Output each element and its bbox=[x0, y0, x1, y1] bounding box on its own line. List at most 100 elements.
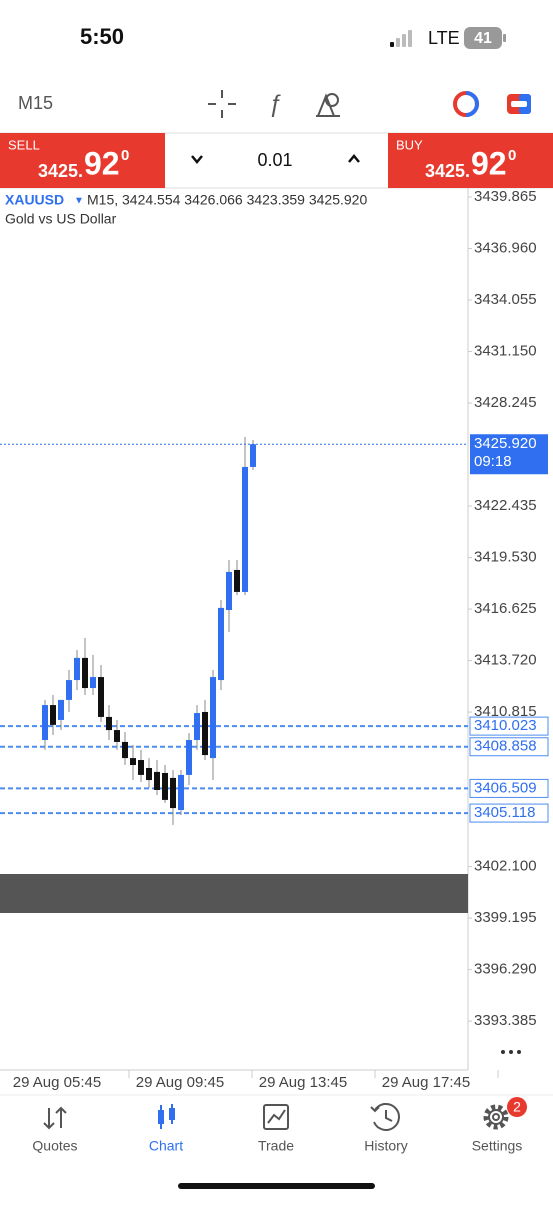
buy-price-sup: 0 bbox=[508, 147, 516, 164]
chart-layer: 3439.865 3436.960 3434.055 3431.150 3428.245… bbox=[0, 188, 549, 1091]
nav-label[interactable]: Chart bbox=[149, 1138, 183, 1154]
settings-badge-count: 2 bbox=[513, 1099, 521, 1115]
candle-body bbox=[90, 677, 96, 689]
nav-label[interactable]: Quotes bbox=[32, 1138, 77, 1154]
candle-body bbox=[146, 768, 152, 781]
candle-body bbox=[138, 760, 144, 775]
candle-body bbox=[170, 777, 176, 809]
order-level-box bbox=[469, 803, 549, 823]
ohlc-info: M15, 3424.554 3426.066 3423.359 3425.920 bbox=[87, 192, 367, 208]
sell-button[interactable] bbox=[0, 133, 165, 188]
trade-nav-icon[interactable] bbox=[263, 1104, 289, 1130]
battery-tip bbox=[503, 34, 506, 42]
x-tick-label: 29 Aug 13:45 bbox=[259, 1074, 347, 1091]
candle-body bbox=[106, 716, 112, 731]
candle-body bbox=[210, 677, 216, 759]
objects-icon[interactable] bbox=[316, 93, 340, 117]
settings-badge bbox=[507, 1097, 527, 1117]
candle-body bbox=[42, 705, 48, 740]
buy-button[interactable] bbox=[388, 133, 553, 188]
buy-price-main: 3425. bbox=[425, 161, 470, 181]
indicators-icon[interactable]: ƒ bbox=[268, 90, 281, 117]
countdown-label: 09:18 bbox=[474, 453, 512, 470]
y-tick-label: 3436.960 bbox=[474, 239, 537, 256]
y-tick-label: 3439.865 bbox=[474, 188, 537, 205]
candle-body bbox=[226, 571, 232, 611]
candle-body bbox=[178, 774, 184, 811]
chart-icon[interactable] bbox=[158, 1104, 175, 1129]
sell-price-sup: 0 bbox=[121, 147, 129, 164]
battery-level: 41 bbox=[474, 30, 492, 47]
settings-icon[interactable] bbox=[483, 1104, 509, 1130]
order-level-box bbox=[469, 737, 549, 757]
candle-body bbox=[186, 739, 192, 775]
buy-label: BUY bbox=[396, 137, 423, 152]
crosshair-icon[interactable] bbox=[208, 90, 236, 118]
y-tick-label: 3413.720 bbox=[474, 652, 537, 669]
y-tick-label: 3434.055 bbox=[474, 291, 537, 308]
symbol-description: Gold vs US Dollar bbox=[5, 211, 117, 227]
y-tick-label: 3422.435 bbox=[474, 497, 537, 514]
sell-price-main: 3425. bbox=[38, 161, 83, 181]
volume-decrease[interactable] bbox=[191, 155, 203, 164]
candle-body bbox=[242, 466, 248, 592]
candle-body bbox=[250, 444, 256, 467]
sell-price-big: 92 bbox=[84, 145, 120, 181]
y-tick-label: 3416.625 bbox=[474, 600, 537, 617]
candle-body bbox=[162, 772, 168, 800]
account-icon[interactable] bbox=[453, 91, 479, 117]
order-level-label: 3405.118 bbox=[474, 804, 535, 821]
current-price-box bbox=[470, 434, 548, 475]
candle-body bbox=[114, 730, 120, 742]
order-level-box bbox=[469, 716, 549, 736]
nav-label[interactable]: History bbox=[364, 1138, 408, 1154]
timeframe-button[interactable]: M15 bbox=[18, 93, 53, 113]
signal-icon bbox=[390, 30, 412, 47]
order-level-box bbox=[469, 778, 549, 798]
candle-body bbox=[154, 771, 160, 790]
symbol-dropdown[interactable]: ▼ bbox=[74, 196, 84, 207]
y-tick-label: 3393.385 bbox=[474, 1012, 537, 1029]
candle-body bbox=[194, 713, 200, 740]
order-level-label: 3406.509 bbox=[474, 779, 537, 796]
symbol-label[interactable]: XAUUSD bbox=[5, 192, 64, 208]
nav-label[interactable]: Trade bbox=[258, 1138, 294, 1154]
home-indicator bbox=[178, 1183, 375, 1189]
y-tick-label: 3428.245 bbox=[474, 394, 537, 411]
volume-value[interactable]: 0.01 bbox=[257, 150, 292, 170]
nav-labels: Quotes Chart Trade History Settings bbox=[32, 1138, 522, 1154]
candle-body bbox=[50, 705, 56, 725]
buy-price-big: 92 bbox=[471, 145, 507, 181]
y-tick-label: 3419.530 bbox=[474, 549, 537, 566]
x-tick-label: 29 Aug 17:45 bbox=[382, 1074, 470, 1091]
y-tick-label: 3402.100 bbox=[474, 858, 537, 875]
candle-body bbox=[98, 677, 104, 717]
current-price-label: 3425.920 bbox=[474, 435, 537, 452]
x-tick-label: 29 Aug 05:45 bbox=[13, 1074, 101, 1091]
trade-icon[interactable] bbox=[507, 94, 531, 114]
nav-label[interactable]: Settings bbox=[472, 1138, 523, 1154]
more-menu[interactable] bbox=[501, 1050, 521, 1054]
volume-increase[interactable] bbox=[348, 154, 360, 163]
candle-body bbox=[218, 607, 224, 681]
history-icon[interactable] bbox=[370, 1103, 400, 1131]
y-tick-label: 3431.150 bbox=[474, 342, 537, 359]
quotes-icon[interactable] bbox=[43, 1106, 67, 1130]
candle-body bbox=[58, 699, 64, 720]
candle-body bbox=[130, 758, 136, 765]
candle-body bbox=[122, 741, 128, 759]
y-tick-label: 3399.195 bbox=[474, 909, 537, 926]
candle-body bbox=[202, 711, 208, 756]
y-tick-label: 3410.815 bbox=[474, 703, 537, 720]
candle-body bbox=[66, 680, 72, 700]
x-tick-label: 29 Aug 09:45 bbox=[136, 1074, 224, 1091]
status-time: 5:50 bbox=[80, 24, 124, 49]
candle-body bbox=[82, 657, 88, 689]
network-label: LTE bbox=[428, 28, 460, 48]
order-level-label: 3410.023 bbox=[474, 717, 537, 734]
order-level-label: 3408.858 bbox=[474, 738, 537, 755]
candle-body bbox=[234, 569, 240, 592]
battery-icon bbox=[464, 27, 502, 49]
sell-label: SELL bbox=[8, 137, 40, 152]
